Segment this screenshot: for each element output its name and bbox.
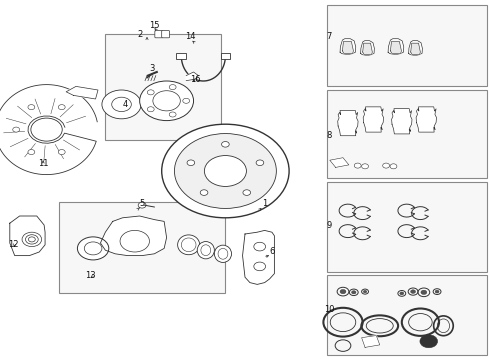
Polygon shape bbox=[340, 39, 356, 54]
Polygon shape bbox=[388, 39, 404, 54]
Polygon shape bbox=[391, 41, 401, 54]
Text: 4: 4 bbox=[122, 100, 127, 109]
Polygon shape bbox=[361, 41, 374, 55]
Circle shape bbox=[153, 91, 180, 111]
FancyBboxPatch shape bbox=[155, 31, 163, 38]
Circle shape bbox=[102, 90, 141, 119]
Polygon shape bbox=[392, 109, 412, 134]
Polygon shape bbox=[409, 41, 422, 55]
Polygon shape bbox=[243, 230, 274, 284]
FancyBboxPatch shape bbox=[162, 31, 170, 38]
Circle shape bbox=[147, 90, 154, 95]
Circle shape bbox=[58, 149, 65, 154]
Polygon shape bbox=[343, 41, 353, 54]
Circle shape bbox=[400, 292, 404, 295]
Ellipse shape bbox=[201, 245, 211, 256]
Circle shape bbox=[77, 237, 109, 260]
Ellipse shape bbox=[215, 245, 232, 262]
Circle shape bbox=[435, 290, 439, 293]
Circle shape bbox=[411, 290, 416, 293]
Text: 6: 6 bbox=[270, 248, 274, 256]
Polygon shape bbox=[10, 216, 45, 256]
Bar bbox=[220, 53, 230, 59]
Text: 7: 7 bbox=[327, 32, 332, 41]
Circle shape bbox=[256, 160, 264, 166]
Bar bbox=[327, 182, 487, 272]
Circle shape bbox=[340, 289, 346, 294]
Text: 2: 2 bbox=[137, 30, 142, 39]
Circle shape bbox=[112, 97, 131, 112]
Polygon shape bbox=[330, 158, 349, 167]
Text: 11: 11 bbox=[38, 159, 49, 168]
Circle shape bbox=[169, 85, 176, 90]
Polygon shape bbox=[363, 43, 372, 55]
Circle shape bbox=[221, 141, 229, 147]
Circle shape bbox=[138, 202, 146, 208]
Text: 12: 12 bbox=[8, 240, 19, 249]
Polygon shape bbox=[186, 72, 198, 81]
Circle shape bbox=[254, 262, 266, 271]
Circle shape bbox=[120, 230, 149, 252]
Bar bbox=[327, 90, 487, 178]
Text: 5: 5 bbox=[140, 199, 145, 208]
Circle shape bbox=[28, 149, 35, 154]
Circle shape bbox=[420, 335, 438, 348]
Text: 16: 16 bbox=[190, 75, 200, 84]
Polygon shape bbox=[416, 107, 437, 132]
Circle shape bbox=[390, 164, 397, 169]
Circle shape bbox=[364, 290, 367, 293]
Circle shape bbox=[169, 112, 176, 117]
Polygon shape bbox=[411, 43, 420, 55]
Circle shape bbox=[362, 164, 368, 169]
Circle shape bbox=[28, 105, 35, 110]
Text: 8: 8 bbox=[327, 131, 332, 140]
Circle shape bbox=[174, 134, 276, 208]
Polygon shape bbox=[338, 111, 358, 136]
Circle shape bbox=[13, 127, 20, 132]
Ellipse shape bbox=[177, 235, 200, 255]
Text: 3: 3 bbox=[149, 64, 154, 73]
Text: 9: 9 bbox=[327, 220, 332, 230]
Circle shape bbox=[354, 163, 361, 168]
Bar bbox=[176, 53, 186, 59]
Circle shape bbox=[147, 107, 154, 112]
Circle shape bbox=[254, 242, 266, 251]
Circle shape bbox=[200, 190, 208, 195]
Text: 14: 14 bbox=[185, 32, 196, 41]
Circle shape bbox=[243, 190, 250, 195]
Circle shape bbox=[140, 81, 194, 121]
Circle shape bbox=[84, 242, 102, 255]
Polygon shape bbox=[363, 107, 384, 132]
Polygon shape bbox=[362, 336, 380, 347]
Circle shape bbox=[162, 124, 289, 218]
Circle shape bbox=[31, 118, 62, 141]
Bar bbox=[59, 202, 225, 293]
Text: 13: 13 bbox=[85, 271, 96, 280]
Circle shape bbox=[187, 160, 195, 166]
Ellipse shape bbox=[197, 242, 214, 259]
Polygon shape bbox=[100, 216, 167, 256]
Circle shape bbox=[383, 163, 390, 168]
Ellipse shape bbox=[181, 238, 196, 252]
Text: 1: 1 bbox=[262, 199, 267, 208]
Bar bbox=[105, 34, 220, 140]
Bar bbox=[327, 5, 487, 86]
Circle shape bbox=[204, 156, 246, 186]
Ellipse shape bbox=[218, 248, 228, 259]
Circle shape bbox=[352, 291, 356, 294]
Text: 15: 15 bbox=[149, 21, 160, 30]
Polygon shape bbox=[0, 85, 97, 175]
Circle shape bbox=[58, 105, 65, 110]
Polygon shape bbox=[66, 86, 98, 99]
Circle shape bbox=[183, 98, 190, 103]
Text: 10: 10 bbox=[324, 305, 335, 314]
Bar bbox=[327, 275, 487, 355]
Circle shape bbox=[421, 290, 427, 294]
